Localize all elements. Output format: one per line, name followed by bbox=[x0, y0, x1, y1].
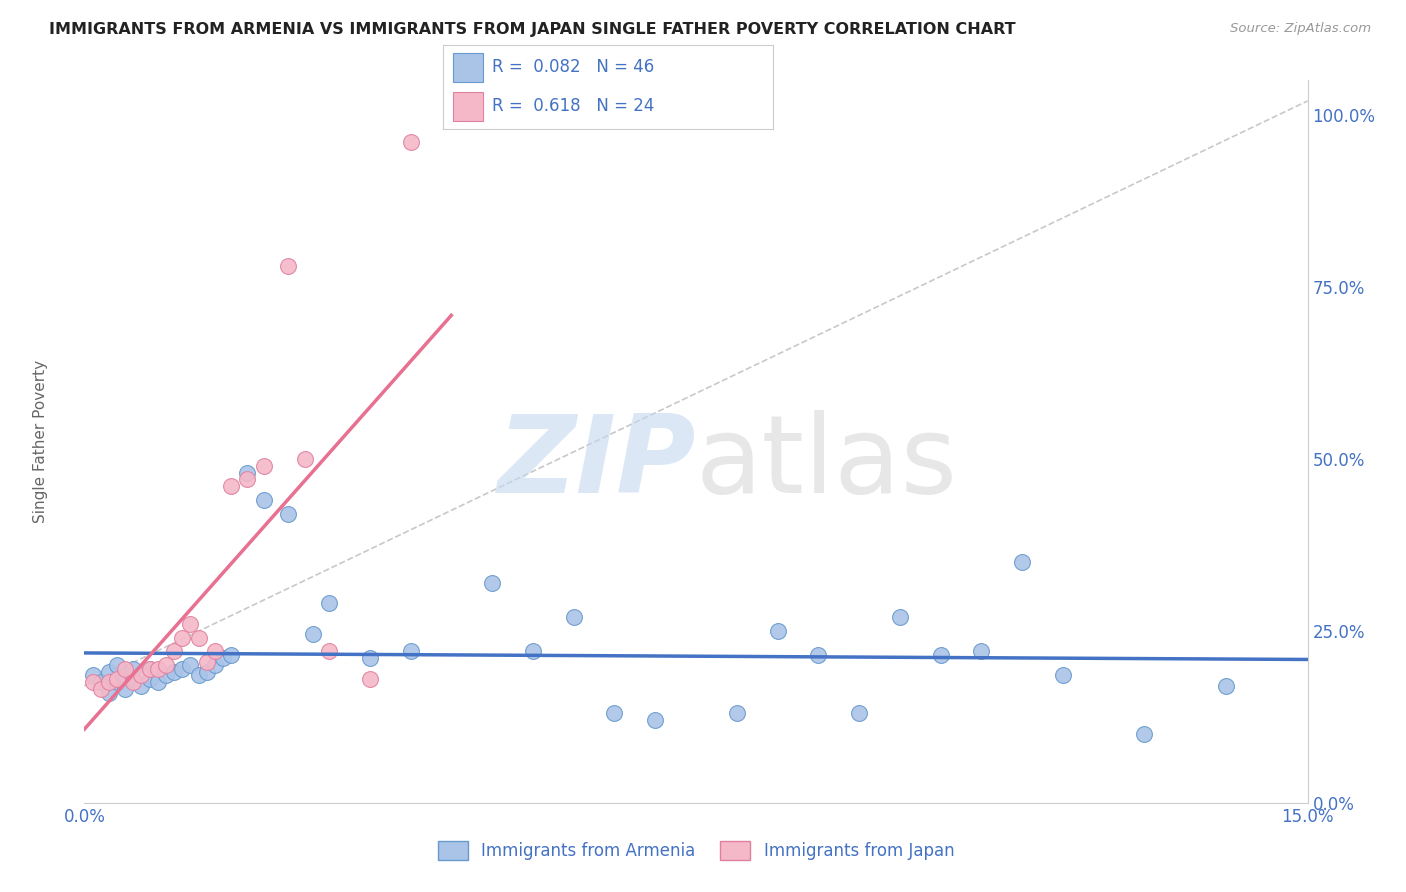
Legend: Immigrants from Armenia, Immigrants from Japan: Immigrants from Armenia, Immigrants from… bbox=[432, 834, 960, 867]
Point bbox=[114, 682, 136, 697]
Point bbox=[163, 665, 186, 679]
Y-axis label: Single Father Poverty: Single Father Poverty bbox=[32, 360, 48, 523]
Point bbox=[807, 648, 830, 662]
Point bbox=[146, 662, 169, 676]
Point bbox=[122, 675, 145, 690]
Point bbox=[138, 662, 160, 676]
Point bbox=[1052, 668, 1074, 682]
Bar bbox=[453, 54, 482, 82]
Point bbox=[399, 644, 422, 658]
Point bbox=[146, 675, 169, 690]
Point bbox=[236, 466, 259, 480]
Point bbox=[90, 675, 112, 690]
Point bbox=[204, 644, 226, 658]
Point bbox=[172, 662, 194, 676]
Point bbox=[195, 665, 218, 679]
Point bbox=[359, 672, 381, 686]
Point bbox=[195, 655, 218, 669]
Text: atlas: atlas bbox=[696, 410, 957, 516]
Point bbox=[131, 668, 153, 682]
Bar bbox=[453, 92, 482, 120]
Point bbox=[929, 648, 952, 662]
Point bbox=[889, 610, 911, 624]
Point bbox=[90, 682, 112, 697]
Point bbox=[848, 706, 870, 721]
Point bbox=[318, 596, 340, 610]
Point bbox=[204, 658, 226, 673]
Point bbox=[114, 668, 136, 682]
Point bbox=[163, 644, 186, 658]
Point bbox=[122, 672, 145, 686]
Point bbox=[155, 658, 177, 673]
Point bbox=[399, 135, 422, 149]
Point bbox=[1011, 555, 1033, 569]
Point bbox=[105, 672, 128, 686]
Point bbox=[212, 651, 235, 665]
Text: R =  0.082   N = 46: R = 0.082 N = 46 bbox=[492, 59, 655, 77]
Point bbox=[1215, 679, 1237, 693]
Point bbox=[644, 713, 666, 727]
Point bbox=[114, 662, 136, 676]
Point bbox=[253, 458, 276, 473]
Point bbox=[522, 644, 544, 658]
Point bbox=[131, 679, 153, 693]
Point bbox=[725, 706, 748, 721]
Point bbox=[138, 672, 160, 686]
Point bbox=[179, 616, 201, 631]
Point bbox=[219, 648, 242, 662]
Point bbox=[219, 479, 242, 493]
Point bbox=[105, 658, 128, 673]
Text: IMMIGRANTS FROM ARMENIA VS IMMIGRANTS FROM JAPAN SINGLE FATHER POVERTY CORRELATI: IMMIGRANTS FROM ARMENIA VS IMMIGRANTS FR… bbox=[49, 22, 1015, 37]
Point bbox=[253, 493, 276, 508]
Point bbox=[82, 668, 104, 682]
Point bbox=[82, 675, 104, 690]
Point bbox=[97, 675, 120, 690]
Point bbox=[562, 610, 585, 624]
Point bbox=[277, 507, 299, 521]
Point bbox=[294, 451, 316, 466]
Point bbox=[318, 644, 340, 658]
Point bbox=[301, 627, 323, 641]
Point bbox=[481, 575, 503, 590]
Point bbox=[603, 706, 626, 721]
Point bbox=[172, 631, 194, 645]
Point bbox=[187, 668, 209, 682]
Point bbox=[97, 665, 120, 679]
Text: ZIP: ZIP bbox=[498, 410, 696, 516]
Point bbox=[122, 662, 145, 676]
Point bbox=[138, 662, 160, 676]
Text: R =  0.618   N = 24: R = 0.618 N = 24 bbox=[492, 97, 655, 115]
Point bbox=[105, 675, 128, 690]
Point bbox=[970, 644, 993, 658]
Point bbox=[155, 668, 177, 682]
Point bbox=[97, 686, 120, 700]
Text: Source: ZipAtlas.com: Source: ZipAtlas.com bbox=[1230, 22, 1371, 36]
Point bbox=[277, 259, 299, 273]
Point bbox=[179, 658, 201, 673]
Point bbox=[1133, 727, 1156, 741]
Point bbox=[766, 624, 789, 638]
Point bbox=[236, 472, 259, 486]
Point bbox=[187, 631, 209, 645]
Point bbox=[359, 651, 381, 665]
